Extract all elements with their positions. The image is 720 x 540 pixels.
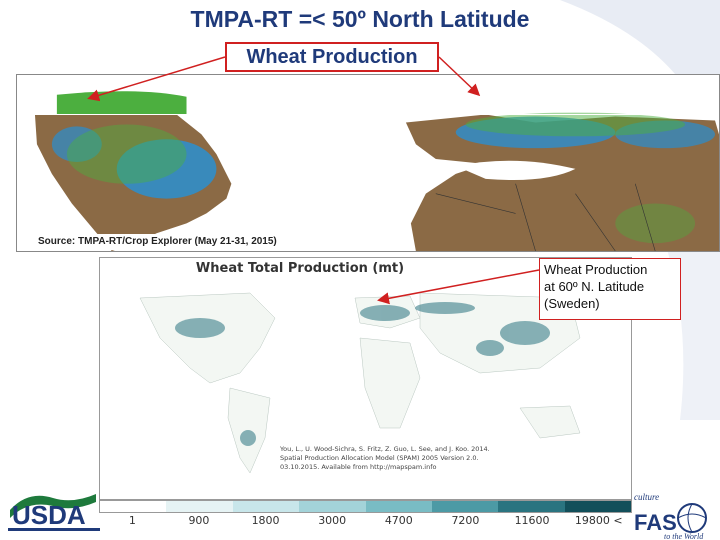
colorbar-segment <box>431 501 499 512</box>
canada-vegetation <box>56 91 187 115</box>
usda-rule <box>8 528 100 531</box>
slide-title: TMPA-RT =< 50º North Latitude <box>190 6 530 32</box>
colorbar-segment <box>100 501 167 512</box>
production-russia <box>415 302 475 314</box>
colorbar-tick-label: 7200 <box>451 514 480 527</box>
colorbar-segment <box>564 501 631 512</box>
mediterranean-sea <box>455 160 576 181</box>
production-china <box>500 321 550 345</box>
vegetation-africa <box>615 203 696 244</box>
citation-line: 03.10.2015. Available from http://mapspa… <box>280 463 437 471</box>
colorbar-tick-label: 11600 <box>514 514 550 527</box>
fas-logo: culture FAS to the World <box>634 492 707 540</box>
vegetation-na <box>66 124 187 184</box>
colorbar-segment <box>166 501 233 512</box>
colorbar-segment <box>365 501 432 512</box>
citation-line: Spatial Production Allocation Model (SPA… <box>280 454 479 462</box>
production-india <box>476 340 504 356</box>
legend-ticks: 1 900 1800 3000 4700 7200 11600 19800 < <box>99 514 632 530</box>
colorbar-segment <box>232 501 300 512</box>
usda-logo-text: USDA <box>12 500 86 528</box>
tmpa-rt-map <box>16 74 720 252</box>
wheat-production-callout: Wheat Production <box>225 42 439 72</box>
fas-logo-text: FAS <box>634 510 677 535</box>
callout-line: at 60º N. Latitude <box>544 279 645 294</box>
citation-line: You, L., U. Wood-Sichra, S. Fritz, Z. Gu… <box>280 445 490 453</box>
europe-africa-land <box>405 114 719 251</box>
colorbar-tick-label: 900 <box>188 514 210 527</box>
north-america-outline <box>139 292 276 384</box>
globe-icon <box>677 503 707 533</box>
usda-logo: USDA <box>10 494 96 528</box>
map-title: Wheat Total Production (mt) <box>195 261 405 276</box>
africa-outline <box>359 337 421 429</box>
production-europe <box>360 305 410 321</box>
colorbar-tick-label: 1800 <box>251 514 280 527</box>
citation: You, L., U. Wood-Sichra, S. Fritz, Z. Gu… <box>280 445 530 472</box>
sweden-callout: Wheat Production at 60º N. Latitude (Swe… <box>539 258 681 320</box>
colorbar-tick-label: 3000 <box>318 514 347 527</box>
fas-tagline-top: culture <box>634 492 659 502</box>
colorbar-tick-label: 1 <box>128 514 136 527</box>
legend-colorbar <box>99 500 632 513</box>
callout-line: (Sweden) <box>544 296 600 311</box>
callout-line: Wheat Production <box>544 262 648 277</box>
production-argentina <box>240 430 256 446</box>
fas-tagline-bottom: to the World <box>664 532 704 540</box>
colorbar-tick-label: 4700 <box>384 514 413 527</box>
australia-outline <box>519 405 581 439</box>
production-us <box>175 318 225 338</box>
wet-area-na-west <box>51 126 102 163</box>
colorbar-tick-label: 19800 < <box>574 514 623 527</box>
colorbar-segment <box>498 501 565 512</box>
source-label: Source: TMPA-RT/Crop Explorer (May 21-31… <box>32 234 312 250</box>
country-borders <box>435 183 656 251</box>
vegetation-europe <box>465 112 686 137</box>
wet-area-na-east <box>116 139 217 199</box>
colorbar-segment <box>299 501 366 512</box>
